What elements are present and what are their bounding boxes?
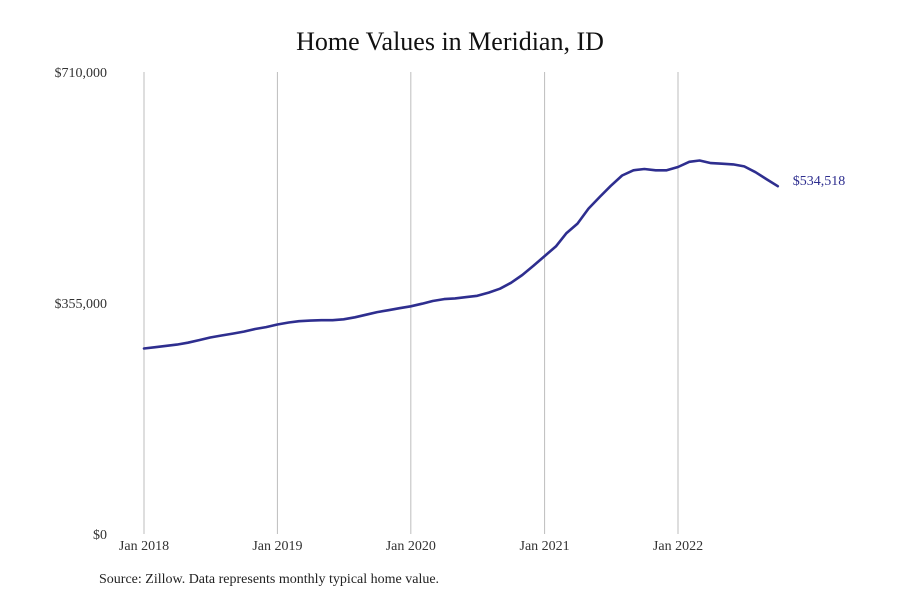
y-tick-label: $0 — [93, 528, 107, 543]
home-value-line — [142, 159, 780, 350]
y-axis: $0 $355,000 $710,000 — [55, 66, 108, 543]
x-tick-label: Jan 2022 — [653, 539, 703, 554]
chart-title: Home Values in Meridian, ID — [296, 27, 604, 56]
y-tick-label: $355,000 — [55, 297, 108, 312]
x-tick-label: Jan 2021 — [520, 539, 570, 554]
x-tick-label: Jan 2019 — [252, 539, 302, 554]
y-tick-label: $710,000 — [55, 66, 108, 81]
x-axis: Jan 2018 Jan 2019 Jan 2020 Jan 2021 Jan 2022 — [119, 539, 703, 554]
end-value-label: $534,518 — [793, 174, 846, 189]
x-tick-label: Jan 2018 — [119, 539, 169, 554]
source-note: Source: Zillow. Data represents monthly … — [99, 572, 440, 587]
gridlines — [143, 72, 679, 534]
x-tick-label: Jan 2020 — [386, 539, 436, 554]
